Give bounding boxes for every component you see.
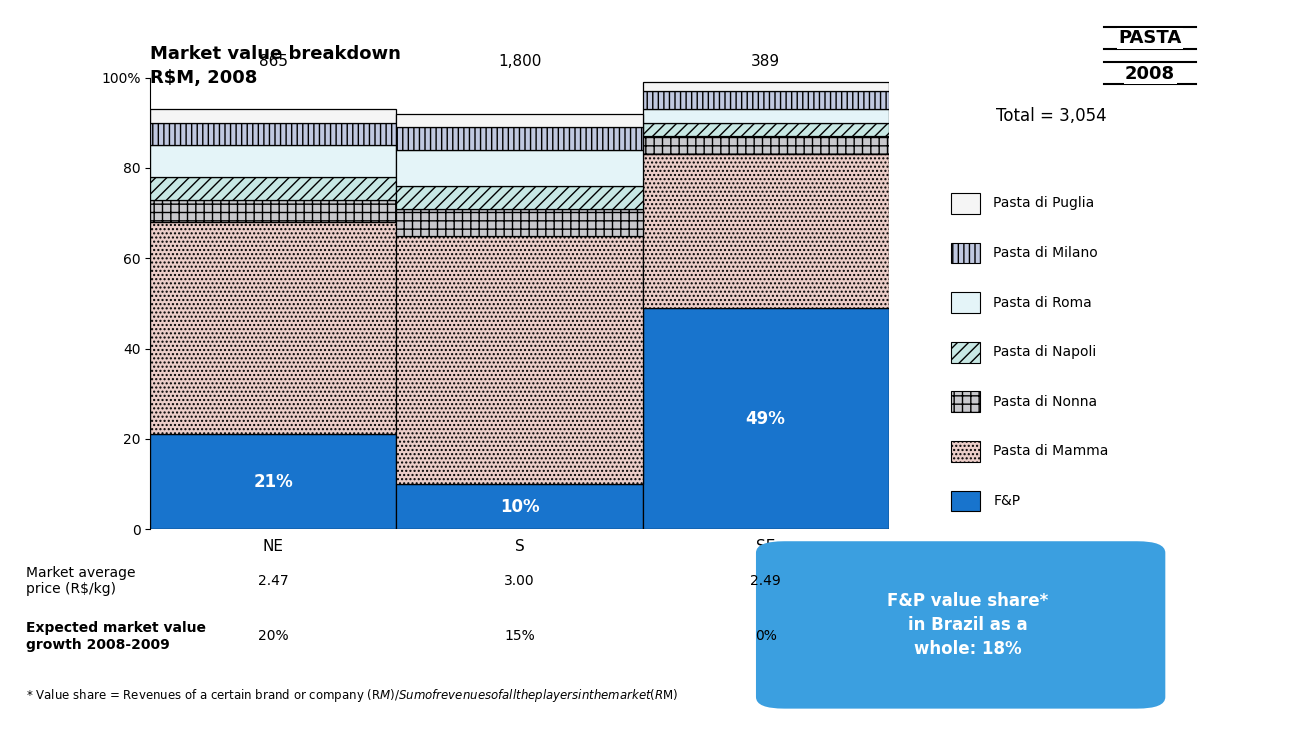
Text: 2.47: 2.47 — [257, 574, 289, 588]
Text: PASTA: PASTA — [1119, 30, 1182, 47]
Bar — [396, 186, 643, 209]
Bar — [396, 484, 643, 529]
Text: F&P: F&P — [993, 494, 1021, 508]
Text: Pasta di Nonna: Pasta di Nonna — [993, 395, 1098, 408]
Text: 2008: 2008 — [1125, 65, 1175, 83]
Text: 0%: 0% — [754, 630, 776, 643]
Text: 49%: 49% — [746, 409, 786, 428]
Text: 3.00: 3.00 — [505, 574, 535, 588]
Bar — [396, 114, 643, 127]
Bar — [643, 110, 889, 123]
Text: * Value share = Revenues of a certain brand or company (R$M) / Sum of revenues o: * Value share = Revenues of a certain br… — [26, 687, 678, 704]
Text: 21%: 21% — [254, 473, 293, 491]
Text: 2.49: 2.49 — [750, 574, 782, 588]
Bar — [150, 200, 396, 222]
Text: 20%: 20% — [257, 630, 289, 643]
Bar — [643, 308, 889, 529]
Text: R$M, 2008: R$M, 2008 — [150, 70, 257, 87]
Text: Market average
price (R$/kg): Market average price (R$/kg) — [26, 566, 136, 596]
Bar — [150, 434, 396, 529]
Text: Expected market value
growth 2008-2009: Expected market value growth 2008-2009 — [26, 622, 207, 651]
Bar — [643, 91, 889, 110]
Bar — [150, 110, 396, 123]
Text: Pasta di Napoli: Pasta di Napoli — [993, 346, 1097, 359]
Bar — [396, 209, 643, 235]
Bar — [150, 177, 396, 200]
Text: Pasta di Puglia: Pasta di Puglia — [993, 197, 1094, 210]
Text: Pasta di Mamma: Pasta di Mamma — [993, 445, 1108, 458]
Text: 389: 389 — [752, 54, 780, 69]
Bar — [396, 150, 643, 186]
Bar — [643, 136, 889, 155]
Bar — [150, 222, 396, 434]
Text: 865: 865 — [259, 54, 288, 69]
Text: 10%: 10% — [499, 497, 540, 516]
Bar — [150, 123, 396, 145]
Bar — [396, 127, 643, 150]
FancyBboxPatch shape — [755, 541, 1166, 709]
Text: Pasta di Milano: Pasta di Milano — [993, 246, 1098, 260]
Text: Pasta di Roma: Pasta di Roma — [993, 296, 1093, 309]
Bar — [150, 145, 396, 177]
Text: 15%: 15% — [505, 630, 535, 643]
Bar — [643, 82, 889, 91]
Text: 1,800: 1,800 — [498, 54, 541, 69]
Bar — [643, 123, 889, 136]
Bar — [396, 235, 643, 484]
Text: Total = 3,054: Total = 3,054 — [996, 107, 1107, 125]
Text: F&P value share*
in Brazil as a
whole: 18%: F&P value share* in Brazil as a whole: 1… — [887, 592, 1048, 658]
Polygon shape — [784, 545, 848, 589]
Text: Market value breakdown: Market value breakdown — [150, 45, 401, 63]
Bar — [643, 155, 889, 308]
